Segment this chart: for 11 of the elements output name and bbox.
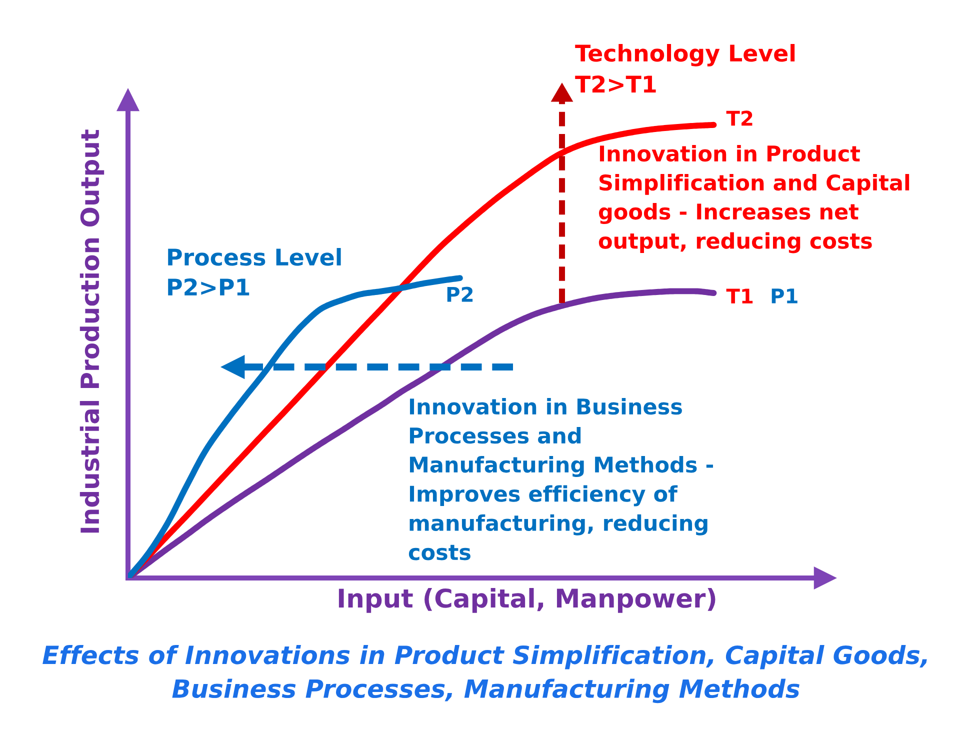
text: Effects of Innovations in Product Simplification, Capital Goods, Business Processes, Manufacturing Methods: [42, 645, 927, 704]
series-label: P2: [447, 286, 473, 302]
text: Technology Level T2>T1: [575, 44, 795, 92]
annotation: Innovation in Business Processes and Manufacturing Methods - Improves efficiency of manufacturing, reducing costs: [408, 398, 714, 560]
series-label: T2: [726, 110, 752, 126]
annotation: Innovation in Product Simplification and Capital goods - Increases net output, reducing costs: [598, 145, 910, 254]
annotation: Process Level P2>P1: [168, 248, 341, 296]
text: P1: [772, 288, 798, 304]
y-axis-title: Industrial Production Output: [80, 130, 104, 533]
series-label: T1: [726, 288, 753, 304]
x-axis-title: Input (Capital, Manpower): [338, 588, 716, 613]
